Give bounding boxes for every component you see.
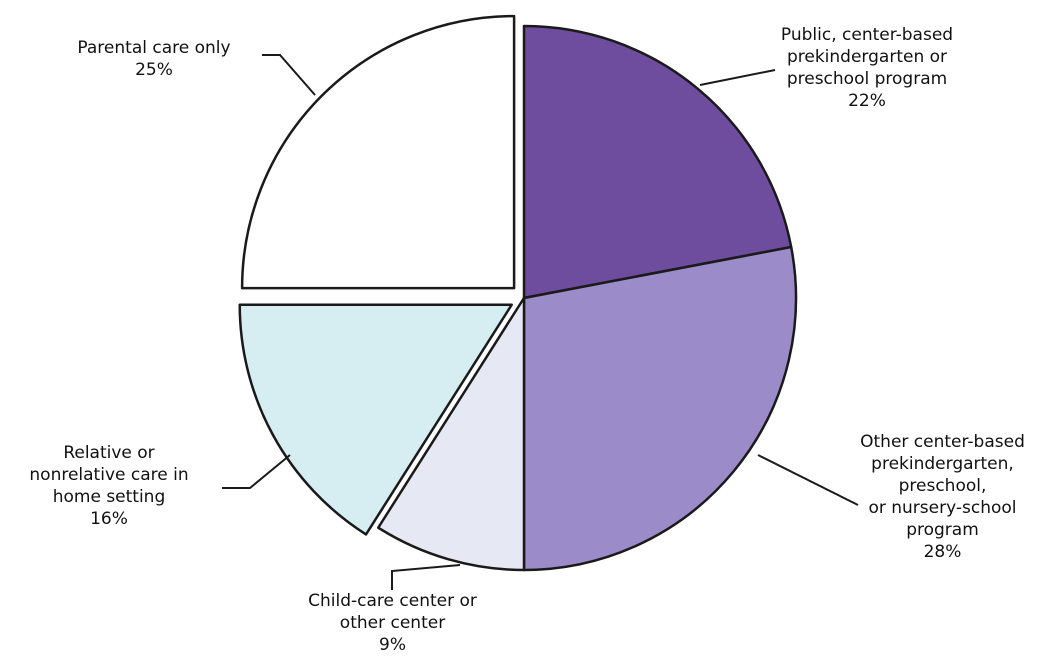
slice-value-public-prek: 22% — [848, 91, 886, 111]
leader-line-parental-care — [262, 54, 316, 96]
leader-line-relative-care — [222, 454, 291, 489]
leader-line-child-care-center — [391, 564, 461, 590]
pie-slice-parental-care — [240, 14, 516, 290]
slice-label-parental-care: Parental care only 25% — [64, 37, 244, 81]
slice-label-other-center-based: Other center-based prekindergarten, pres… — [830, 431, 1055, 563]
slice-label-child-care-center: Child-care center or other center 9% — [280, 590, 505, 656]
leader-lines — [222, 54, 859, 590]
slice-value-child-care-center: 9% — [379, 635, 406, 655]
pie-slice-child-care-center — [377, 296, 526, 572]
slice-value-parental-care: 25% — [135, 60, 173, 80]
leader-line-other-center-based — [757, 454, 859, 506]
pie-slices — [238, 14, 798, 572]
leader-line-public-prek — [699, 69, 776, 86]
slice-value-other-center-based: 28% — [923, 542, 962, 562]
slice-label-relative-care: Relative or nonrelative care in home set… — [4, 442, 214, 530]
pie-slice-relative-care — [238, 303, 513, 536]
pie-slice-other-center-based — [522, 245, 798, 572]
slice-value-relative-care: 16% — [90, 509, 128, 529]
slice-label-public-prek: Public, center-based prekindergarten or … — [752, 24, 982, 112]
pie-slice-public-prek — [522, 24, 793, 300]
